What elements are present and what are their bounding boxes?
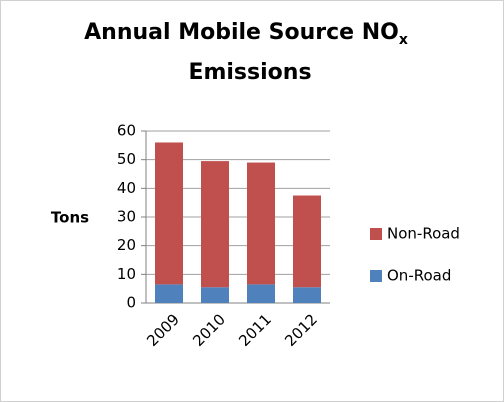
chart-title-line2: Emissions: [188, 60, 311, 85]
title-main: Annual Mobile Source NO: [84, 20, 399, 45]
y-tick-label: 40: [117, 179, 136, 197]
y-axis-label: Tons: [51, 209, 89, 227]
bar-segment: [247, 284, 275, 303]
chart-title: Annual Mobile Source NOx: [84, 20, 408, 48]
y-tick-label: 0: [126, 294, 136, 312]
bar-segment: [293, 287, 321, 303]
bar-segment: [247, 162, 275, 285]
legend-swatch: [370, 228, 382, 240]
bar-segment: [201, 287, 229, 303]
bar-segment: [201, 161, 229, 288]
y-tick-label: 10: [117, 265, 136, 283]
y-tick-label: 60: [117, 122, 136, 140]
bar-segment: [155, 142, 183, 285]
title-subscript: x: [399, 32, 408, 48]
bar-segment: [155, 284, 183, 303]
legend-label: Non-Road: [387, 225, 460, 243]
y-tick-label: 30: [117, 208, 136, 226]
y-tick-label: 20: [117, 236, 136, 254]
bar-segment: [293, 195, 321, 288]
y-tick-label: 50: [117, 150, 136, 168]
legend-label: On-Road: [387, 267, 451, 285]
legend-swatch: [370, 270, 382, 282]
